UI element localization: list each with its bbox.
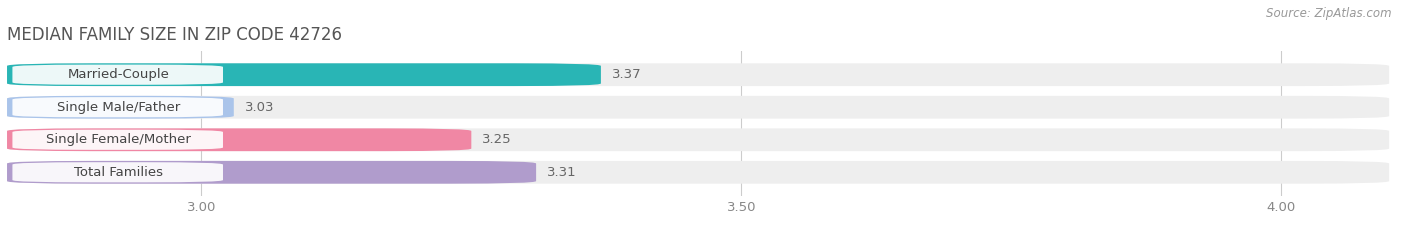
FancyBboxPatch shape [13,97,224,117]
FancyBboxPatch shape [7,161,1389,184]
Text: 3.31: 3.31 [547,166,576,179]
FancyBboxPatch shape [7,63,1389,86]
Text: Single Male/Father: Single Male/Father [56,101,180,114]
Text: MEDIAN FAMILY SIZE IN ZIP CODE 42726: MEDIAN FAMILY SIZE IN ZIP CODE 42726 [7,26,342,44]
Text: 3.03: 3.03 [245,101,274,114]
FancyBboxPatch shape [7,96,233,119]
FancyBboxPatch shape [7,63,600,86]
Text: 3.25: 3.25 [482,133,512,146]
FancyBboxPatch shape [13,65,224,85]
Text: Source: ZipAtlas.com: Source: ZipAtlas.com [1267,7,1392,20]
FancyBboxPatch shape [7,161,536,184]
FancyBboxPatch shape [7,128,1389,151]
Text: Single Female/Mother: Single Female/Mother [46,133,191,146]
Text: Total Families: Total Families [73,166,163,179]
Text: 3.37: 3.37 [612,68,641,81]
FancyBboxPatch shape [7,128,471,151]
Text: Married-Couple: Married-Couple [67,68,169,81]
FancyBboxPatch shape [7,96,1389,119]
FancyBboxPatch shape [13,130,224,150]
FancyBboxPatch shape [13,162,224,182]
